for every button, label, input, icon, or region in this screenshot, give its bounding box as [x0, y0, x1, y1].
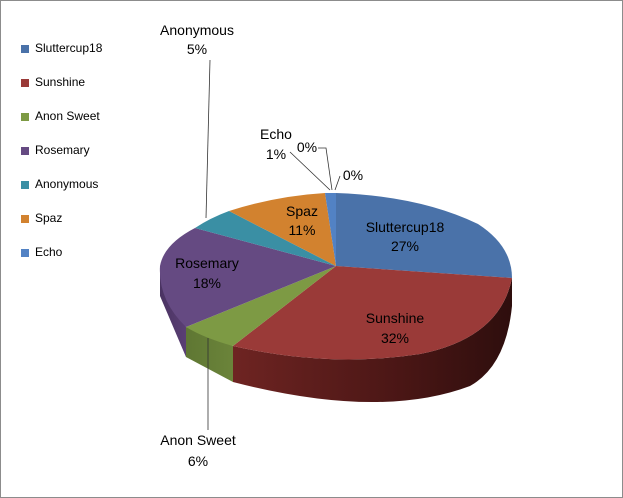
legend-label: Rosemary	[35, 143, 90, 157]
pie-slice-spaz	[229, 193, 336, 266]
data-label-rosemary: Rosemary	[175, 255, 239, 271]
data-label-anonymous: Anonymous	[160, 22, 234, 38]
leader-line-zero-1	[318, 147, 333, 191]
legend-item-echo: Echo	[21, 245, 151, 279]
data-label-echo-pct: 1%	[266, 146, 286, 162]
legend-item-anonymous: Anonymous	[21, 177, 151, 211]
data-label-sunshine-pct: 32%	[381, 330, 409, 346]
legend-swatch	[21, 147, 29, 155]
data-label-zero-1: 0%	[297, 139, 317, 155]
legend-swatch	[21, 249, 29, 257]
leader-line-zero-2	[334, 175, 341, 191]
legend-item-sluttercup18: Sluttercup18	[21, 41, 151, 75]
pie-side-anon-sweet	[186, 327, 233, 382]
pie-slice-rosemary	[159, 228, 336, 327]
data-label-anonymous-pct: 5%	[187, 41, 207, 57]
legend-label: Anon Sweet	[35, 109, 100, 123]
legend-swatch	[21, 215, 29, 223]
data-label-anon-sweet-pct: 6%	[188, 453, 208, 469]
pie-slice-anon-sweet	[186, 266, 336, 346]
legend-item-rosemary: Rosemary	[21, 143, 151, 177]
legend-label: Spaz	[35, 211, 63, 225]
legend-swatch	[21, 181, 29, 189]
data-label-sunshine: Sunshine	[366, 310, 425, 326]
data-label-spaz: Spaz	[286, 203, 318, 219]
legend-swatch	[21, 113, 29, 121]
pie-slice-anonymous	[195, 211, 336, 266]
data-label-sluttercup18-pct: 27%	[391, 238, 419, 254]
legend-label: Echo	[35, 245, 63, 259]
legend-item-anon-sweet: Anon Sweet	[21, 109, 151, 143]
legend-label: Sluttercup18	[35, 41, 103, 55]
data-label-zero-2: 0%	[343, 167, 363, 183]
legend-item-spaz: Spaz	[21, 211, 151, 245]
legend-item-sunshine: Sunshine	[21, 75, 151, 109]
legend-swatch	[21, 45, 29, 53]
pie-side-sunshine	[233, 278, 512, 403]
legend-label: Anonymous	[35, 177, 99, 191]
data-label-echo: Echo	[260, 126, 292, 142]
pie-slice-sunshine	[233, 266, 512, 360]
pie-slice-sluttercup18	[336, 193, 512, 278]
leader-line-echo	[289, 151, 331, 191]
legend-label: Sunshine	[35, 75, 86, 89]
legend: Sluttercup18 Sunshine Anon Sweet Rosemar…	[21, 41, 151, 279]
pie-slice-echo	[325, 193, 336, 266]
data-label-spaz-pct: 11%	[289, 222, 316, 238]
legend-swatch	[21, 79, 29, 87]
data-label-rosemary-pct: 18%	[193, 275, 221, 291]
leader-line-anonymous	[205, 59, 211, 219]
data-label-anon-sweet: Anon Sweet	[160, 432, 236, 448]
data-label-sluttercup18: Sluttercup18	[366, 219, 445, 235]
